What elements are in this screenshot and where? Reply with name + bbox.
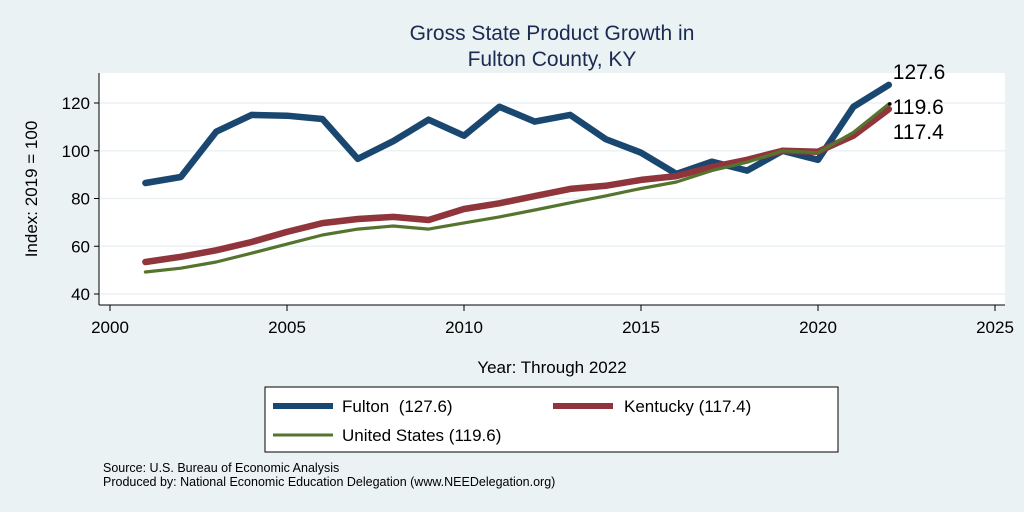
- plot-area: [99, 73, 1005, 305]
- legend-label-united-states: United States (119.6): [342, 426, 501, 445]
- y-tick-label: 40: [71, 285, 90, 304]
- y-tick-label: 100: [62, 142, 90, 161]
- legend-label-kentucky: Kentucky (117.4): [624, 397, 751, 416]
- end-label-united-states: 119.6: [893, 96, 944, 119]
- y-axis-title: Index: 2019 = 100: [22, 121, 41, 258]
- x-axis-title: Year: Through 2022: [477, 358, 626, 377]
- y-axis: 40 60 80 100 120: [62, 73, 100, 305]
- end-marker: [888, 102, 892, 106]
- legend-box: [264, 386, 839, 453]
- series-line-united-states: [143, 102, 891, 274]
- y-tick-label: 60: [71, 237, 90, 256]
- x-tick-label: 2005: [268, 318, 306, 337]
- chart-title: Gross State Product Growth in Fulton Cou…: [410, 22, 695, 71]
- end-label-fulton: 127.6: [893, 61, 946, 84]
- gridlines: [100, 102, 1005, 295]
- y-tick-label: 80: [71, 190, 90, 209]
- producer-note: Produced by: National Economic Education…: [103, 475, 555, 489]
- source-note: Source: U.S. Bureau of Economic Analysis: [103, 461, 339, 475]
- end-label-kentucky: 117.4: [893, 121, 944, 144]
- x-tick-label: 2025: [976, 318, 1014, 337]
- x-tick-label: 2000: [91, 318, 129, 337]
- x-tick-label: 2015: [622, 318, 660, 337]
- x-axis: 2000 2005 2010 2015 2020 2025: [91, 304, 1014, 337]
- x-tick-label: 2010: [445, 318, 483, 337]
- series-lines: [142, 81, 893, 274]
- chart-title-line-1: Gross State Product Growth in: [410, 22, 695, 45]
- series-line-fulton: [142, 81, 893, 187]
- x-tick-label: 2020: [799, 318, 837, 337]
- chart-title-line-2: Fulton County, KY: [468, 48, 637, 71]
- legend-label-fulton: Fulton (127.6): [342, 397, 453, 416]
- legend: Fulton (127.6) Kentucky (117.4) United S…: [264, 386, 839, 453]
- y-tick-label: 120: [62, 94, 90, 113]
